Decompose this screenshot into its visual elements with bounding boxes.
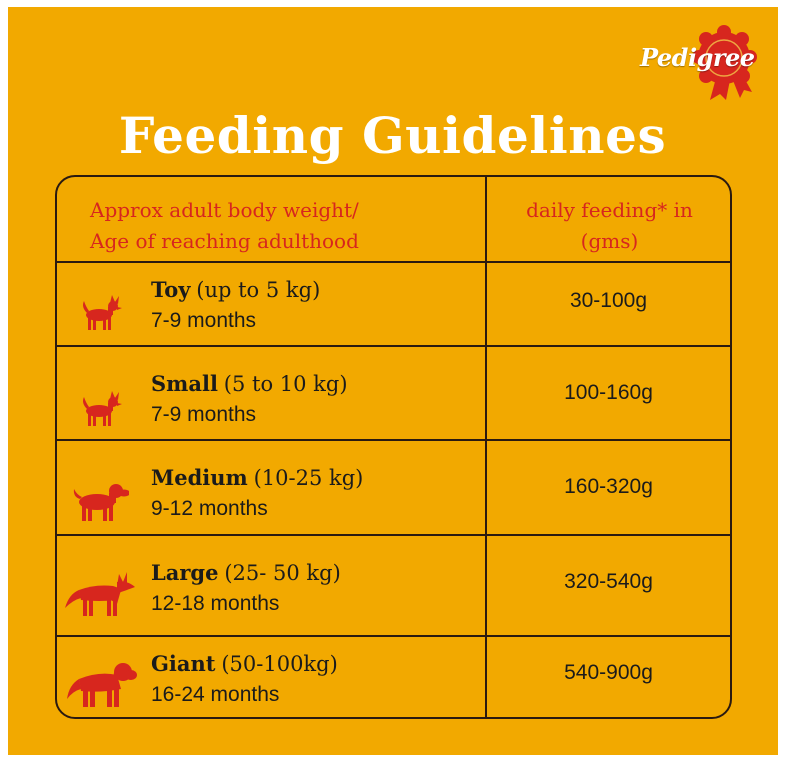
table-row: Medium (10-25 kg) 9-12 months 160-320g bbox=[57, 441, 730, 534]
weight-line: Large (25- 50 kg) bbox=[151, 558, 341, 589]
age-line: 7-9 months bbox=[151, 403, 257, 426]
age-line: 9-12 months bbox=[151, 497, 268, 520]
daily-feeding-value: 100-160g bbox=[564, 381, 653, 404]
size-name: Medium bbox=[151, 465, 248, 490]
giant-dog-icon bbox=[65, 659, 137, 709]
age-line: 12-18 months bbox=[151, 592, 280, 615]
weight-range: (10-25 kg) bbox=[253, 466, 364, 490]
table-row: Toy (up to 5 kg) 7-9 months 30-100g bbox=[57, 263, 730, 345]
age-line: 16-24 months bbox=[151, 683, 280, 706]
pedigree-logo: Pedigree bbox=[632, 20, 772, 100]
header-feeding-line: daily feeding* in bbox=[526, 198, 693, 222]
weight-line: Medium (10-25 kg) bbox=[151, 463, 363, 494]
size-name: Small bbox=[151, 371, 218, 396]
small-dog-icon bbox=[79, 389, 123, 429]
daily-feeding-value: 160-320g bbox=[564, 475, 653, 498]
row-weight-age: Small (5 to 10 kg) 7-9 months bbox=[151, 369, 348, 430]
header-grams-line: (gms) bbox=[580, 229, 639, 253]
large-dog-icon bbox=[65, 570, 137, 618]
table-row: Small (5 to 10 kg) 7-9 months 100-160g bbox=[57, 347, 730, 439]
header-weight-age: Approx adult body weight/ Age of reachin… bbox=[90, 195, 359, 257]
header-daily-feeding: daily feeding* in (gms) bbox=[487, 195, 732, 257]
feeding-table: Approx adult body weight/ Age of reachin… bbox=[55, 175, 732, 719]
weight-line: Small (5 to 10 kg) bbox=[151, 369, 348, 400]
table-row: Large (25- 50 kg) 12-18 months 320-540g bbox=[57, 536, 730, 635]
brand-name: Pedigree bbox=[640, 43, 755, 72]
size-name: Giant bbox=[151, 651, 216, 676]
header-age-line: Age of reaching adulthood bbox=[90, 229, 359, 253]
daily-feeding-value: 540-900g bbox=[564, 661, 653, 684]
row-divider bbox=[57, 345, 730, 347]
row-weight-age: Medium (10-25 kg) 9-12 months bbox=[151, 463, 363, 524]
row-weight-age: Giant (50-100kg) 16-24 months bbox=[151, 649, 338, 710]
weight-range: (50-100kg) bbox=[221, 652, 338, 676]
feeding-guidelines-panel bbox=[8, 7, 778, 755]
row-divider bbox=[57, 439, 730, 441]
row-divider bbox=[57, 635, 730, 637]
weight-range: (5 to 10 kg) bbox=[223, 372, 348, 396]
row-weight-age: Large (25- 50 kg) 12-18 months bbox=[151, 558, 341, 619]
row-divider bbox=[57, 534, 730, 536]
column-divider bbox=[485, 177, 487, 717]
rosette-icon bbox=[692, 25, 757, 100]
row-weight-age: Toy (up to 5 kg) 7-9 months bbox=[151, 275, 320, 336]
size-name: Toy bbox=[151, 277, 191, 302]
size-name: Large bbox=[151, 560, 219, 585]
weight-line: Toy (up to 5 kg) bbox=[151, 275, 320, 306]
page-title: Feeding Guidelines bbox=[118, 106, 667, 165]
daily-feeding-value: 30-100g bbox=[569, 289, 648, 312]
row-divider bbox=[57, 261, 730, 263]
daily-feeding-value: 320-540g bbox=[564, 570, 653, 593]
weight-range: (25- 50 kg) bbox=[224, 561, 341, 585]
weight-line: Giant (50-100kg) bbox=[151, 649, 338, 680]
medium-dog-icon bbox=[71, 481, 129, 523]
table-row: Giant (50-100kg) 16-24 months 540-900g bbox=[57, 637, 730, 717]
header-weight-line: Approx adult body weight/ bbox=[90, 198, 359, 222]
toy-dog-icon bbox=[79, 293, 123, 333]
weight-range: (up to 5 kg) bbox=[196, 278, 321, 302]
age-line: 7-9 months bbox=[151, 309, 257, 332]
